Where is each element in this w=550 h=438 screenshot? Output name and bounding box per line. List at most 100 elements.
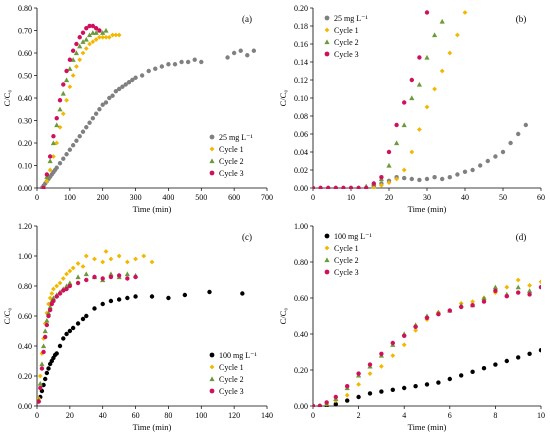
x-tick-label: 8 xyxy=(493,411,497,420)
data-point xyxy=(409,176,414,182)
data-point xyxy=(67,283,73,289)
data-point xyxy=(413,384,418,389)
data-point xyxy=(172,62,178,67)
data-point xyxy=(57,98,63,103)
data-point xyxy=(108,256,114,262)
data-point xyxy=(51,286,56,292)
data-point xyxy=(409,149,415,155)
data-point xyxy=(417,177,422,183)
data-point xyxy=(123,82,128,87)
data-point xyxy=(516,131,521,137)
data-point xyxy=(63,77,70,83)
y-tick-label: 0.00 xyxy=(18,184,32,193)
data-point xyxy=(379,182,384,188)
data-point xyxy=(45,310,52,316)
data-point xyxy=(133,294,138,299)
data-point xyxy=(57,106,63,112)
x-axis-label: Time (min) xyxy=(408,422,447,432)
data-point xyxy=(50,140,57,146)
data-point xyxy=(538,279,541,285)
data-point xyxy=(367,362,373,367)
data-point xyxy=(80,264,86,269)
y-tick-label: 0.12 xyxy=(294,76,308,85)
data-point xyxy=(447,50,453,56)
legend-marker xyxy=(324,269,330,275)
legend-entry: Cycle 2 xyxy=(334,256,359,265)
data-point xyxy=(344,392,350,398)
x-tick-label: 100 xyxy=(64,193,76,202)
data-point xyxy=(326,185,331,189)
data-point xyxy=(103,27,109,33)
data-point xyxy=(492,284,498,290)
data-point xyxy=(251,48,257,53)
y-tick-label: 0.20 xyxy=(294,4,308,13)
data-point xyxy=(80,39,86,44)
x-tick-label: 80 xyxy=(164,411,172,420)
data-point xyxy=(77,43,83,49)
data-point xyxy=(54,116,59,121)
y-tick-label: 0.10 xyxy=(294,94,308,103)
data-point xyxy=(341,185,346,189)
data-point xyxy=(113,32,119,38)
data-point xyxy=(470,167,475,173)
x-tick-label: 400 xyxy=(162,193,174,202)
data-point xyxy=(133,274,138,280)
data-point xyxy=(436,312,441,317)
data-point xyxy=(103,249,109,254)
data-point xyxy=(60,111,66,117)
x-tick-label: 4 xyxy=(402,411,406,420)
data-point xyxy=(44,178,50,184)
data-point xyxy=(92,274,97,280)
data-point xyxy=(74,41,79,47)
series-4 xyxy=(313,285,541,407)
x-tick-label: 100 xyxy=(195,411,207,420)
legend-entry: Cycle 2 xyxy=(219,375,244,384)
data-point xyxy=(538,348,541,353)
data-point xyxy=(481,366,487,371)
y-tick-label: 0.60 xyxy=(18,49,32,58)
data-point xyxy=(100,259,106,265)
data-point xyxy=(64,97,69,103)
data-point xyxy=(83,271,89,277)
data-point xyxy=(75,280,81,286)
series-2 xyxy=(41,32,122,189)
data-point xyxy=(64,286,69,292)
legend-entry: Cycle 3 xyxy=(334,268,359,277)
data-point xyxy=(47,307,53,313)
y-tick-label: 0.60 xyxy=(294,294,308,303)
data-point xyxy=(87,23,92,29)
data-point xyxy=(51,298,56,304)
x-tick-label: 50 xyxy=(499,193,507,202)
legend-marker xyxy=(209,146,215,152)
data-point xyxy=(47,167,53,173)
data-point xyxy=(44,322,50,328)
data-point xyxy=(504,284,510,290)
data-point xyxy=(462,10,468,15)
data-point xyxy=(46,301,51,307)
data-point xyxy=(199,59,204,65)
data-point xyxy=(47,154,53,159)
legend-entry: Cycle 2 xyxy=(219,157,244,166)
y-tick-label: 0.16 xyxy=(294,40,308,49)
data-point xyxy=(108,274,114,280)
data-point xyxy=(54,283,60,289)
legend-marker xyxy=(324,27,330,33)
data-point xyxy=(130,77,135,83)
data-point xyxy=(100,34,106,40)
data-point xyxy=(49,291,55,296)
panel-label: (c) xyxy=(242,232,252,242)
data-point xyxy=(324,400,329,405)
data-point xyxy=(83,253,89,259)
legend-marker xyxy=(209,388,215,394)
data-point xyxy=(43,376,48,382)
data-point xyxy=(146,68,151,74)
x-tick-label: 60 xyxy=(132,411,140,420)
data-point xyxy=(313,185,316,189)
data-point xyxy=(159,64,165,69)
data-point xyxy=(92,306,97,311)
series-2 xyxy=(37,249,155,401)
data-point xyxy=(77,57,83,63)
data-point xyxy=(41,336,46,341)
data-point xyxy=(493,362,498,367)
x-axis-label: Time (min) xyxy=(133,204,172,214)
